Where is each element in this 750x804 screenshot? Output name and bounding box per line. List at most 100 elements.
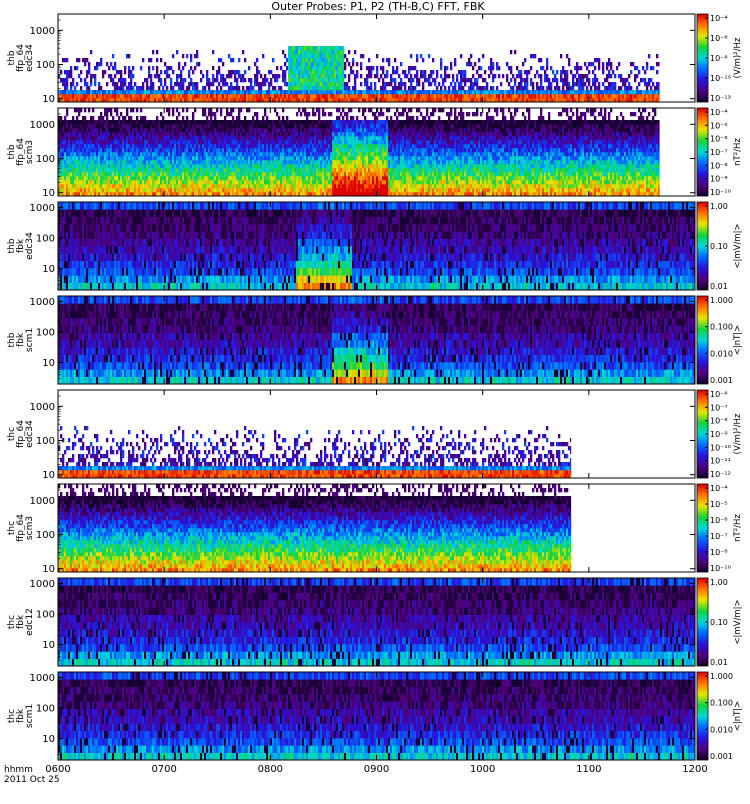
colorbar-tick-label: 10⁻¹⁰ xyxy=(710,74,731,83)
figure-title: Outer Probes: P1, P2 (TH-B,C) FFT, FBK xyxy=(271,0,485,13)
colorbar xyxy=(697,296,708,384)
colorbar-tick-label: 10⁻⁵ xyxy=(710,500,728,509)
colorbar xyxy=(697,484,708,572)
colorbar-tick-label: 10⁻⁷ xyxy=(710,532,728,541)
colorbar-label: nT²/Hz xyxy=(733,514,743,542)
x-tick-label: 0900 xyxy=(364,764,389,775)
colorbar-tick-label: 10⁻⁸ xyxy=(710,548,728,557)
colorbar-tick-label: 10⁻⁸ xyxy=(710,161,728,170)
x-tick-label: 1000 xyxy=(470,764,495,775)
colorbar-tick-label: 0.100 xyxy=(710,323,733,332)
colorbar-label: <|mV/m|> xyxy=(733,599,743,644)
colorbar-tick-label: 0.10 xyxy=(710,242,728,251)
colorbar-tick-label: 0.010 xyxy=(710,349,733,358)
colorbar-tick-label: 0.10 xyxy=(710,618,728,627)
colorbar-tick-label: 10⁻⁴ xyxy=(710,484,728,493)
y-tick-label: 100 xyxy=(36,327,55,338)
colorbar-tick-label: 0.01 xyxy=(710,658,728,667)
y-label-line: scm3 xyxy=(25,516,35,540)
y-tick-label: 10 xyxy=(42,264,55,275)
x-tick-label: 0700 xyxy=(151,764,176,775)
y-tick-label: 100 xyxy=(36,703,55,714)
colorbar-tick-label: 10⁻⁴ xyxy=(710,14,728,23)
y-tick-label: 100 xyxy=(36,60,55,71)
colorbar-tick-label: 0.100 xyxy=(710,699,733,708)
y-tick-label: 1000 xyxy=(30,579,55,590)
colorbar-tick-label: 10⁻⁷ xyxy=(710,403,728,412)
colorbar-tick-label: 10⁻⁶ xyxy=(710,516,728,525)
colorbar-tick-label: 10⁻¹⁰ xyxy=(710,564,731,573)
colorbar-tick-label: 10⁻¹³ xyxy=(710,94,731,103)
colorbar-tick-label: 1.00 xyxy=(710,578,728,587)
x-axis-label: hhmm xyxy=(4,765,33,775)
colorbar-tick-label: 0.010 xyxy=(710,725,733,734)
colorbar-tick-label: 10⁻⁹ xyxy=(710,175,728,184)
y-tick-label: 10 xyxy=(42,564,55,575)
y-tick-label: 1000 xyxy=(30,203,55,214)
colorbar-tick-label: 10⁻⁸ xyxy=(710,417,728,426)
colorbar-label: <|nT|> xyxy=(733,325,743,356)
colorbar-tick-label: 10⁻⁴ xyxy=(710,108,728,117)
y-tick-label: 10 xyxy=(42,640,55,651)
colorbar-tick-label: 0.001 xyxy=(710,376,733,385)
y-label-line: scm1 xyxy=(25,328,35,352)
x-axis-label: 2011 Oct 25 xyxy=(4,775,60,785)
colorbar-tick-label: 10⁻⁶ xyxy=(710,135,728,144)
colorbar-tick-label: 1.00 xyxy=(710,202,728,211)
y-label-line: scm1 xyxy=(25,704,35,728)
y-tick-label: 100 xyxy=(36,233,55,244)
y-label-line: scm3 xyxy=(25,140,35,164)
y-tick-label: 10 xyxy=(42,94,55,105)
y-tick-label: 1000 xyxy=(30,297,55,308)
colorbar-tick-label: 10⁻¹⁰ xyxy=(710,188,731,197)
colorbar xyxy=(697,672,708,760)
y-tick-label: 100 xyxy=(36,154,55,165)
colorbar-tick-label: 10⁻⁶ xyxy=(710,34,728,43)
y-tick-label: 1000 xyxy=(30,26,55,37)
x-tick-label: 0800 xyxy=(258,764,283,775)
colorbar-label: (V/m)²/Hz xyxy=(733,37,743,78)
x-tick-label: 1200 xyxy=(682,764,707,775)
y-tick-label: 1000 xyxy=(30,120,55,131)
colorbar-tick-label: 10⁻⁷ xyxy=(710,148,728,157)
y-tick-label: 100 xyxy=(36,530,55,541)
y-tick-label: 10 xyxy=(42,188,55,199)
y-tick-label: 10 xyxy=(42,470,55,481)
colorbar-tick-label: 0.01 xyxy=(710,282,728,291)
y-label-line: edc34 xyxy=(25,232,35,260)
colorbar-tick-label: 10⁻⁵ xyxy=(710,121,728,130)
colorbar-tick-label: 10⁻⁸ xyxy=(710,54,728,63)
y-tick-label: 100 xyxy=(36,609,55,620)
colorbar-label: (V/m)²/Hz xyxy=(733,413,743,454)
colorbar-label: nT²/Hz xyxy=(733,138,743,166)
y-label-line: edc12 xyxy=(25,608,35,636)
colorbar-label: <|mV/m|> xyxy=(733,223,743,268)
colorbar-label: <|nT|> xyxy=(733,701,743,732)
x-tick-label: 1100 xyxy=(576,764,601,775)
colorbar-tick-label: 10⁻¹⁰ xyxy=(710,443,731,452)
y-tick-label: 1000 xyxy=(30,402,55,413)
y-tick-label: 1000 xyxy=(30,496,55,507)
colorbar-tick-label: 10⁻¹² xyxy=(710,470,731,479)
colorbar-tick-label: 10⁻⁶ xyxy=(710,390,728,399)
x-tick-label: 0600 xyxy=(45,764,70,775)
colorbar-tick-label: 10⁻¹¹ xyxy=(710,457,731,466)
colorbar-tick-label: 10⁻⁹ xyxy=(710,430,728,439)
y-tick-label: 100 xyxy=(36,436,55,447)
y-tick-label: 1000 xyxy=(30,673,55,684)
